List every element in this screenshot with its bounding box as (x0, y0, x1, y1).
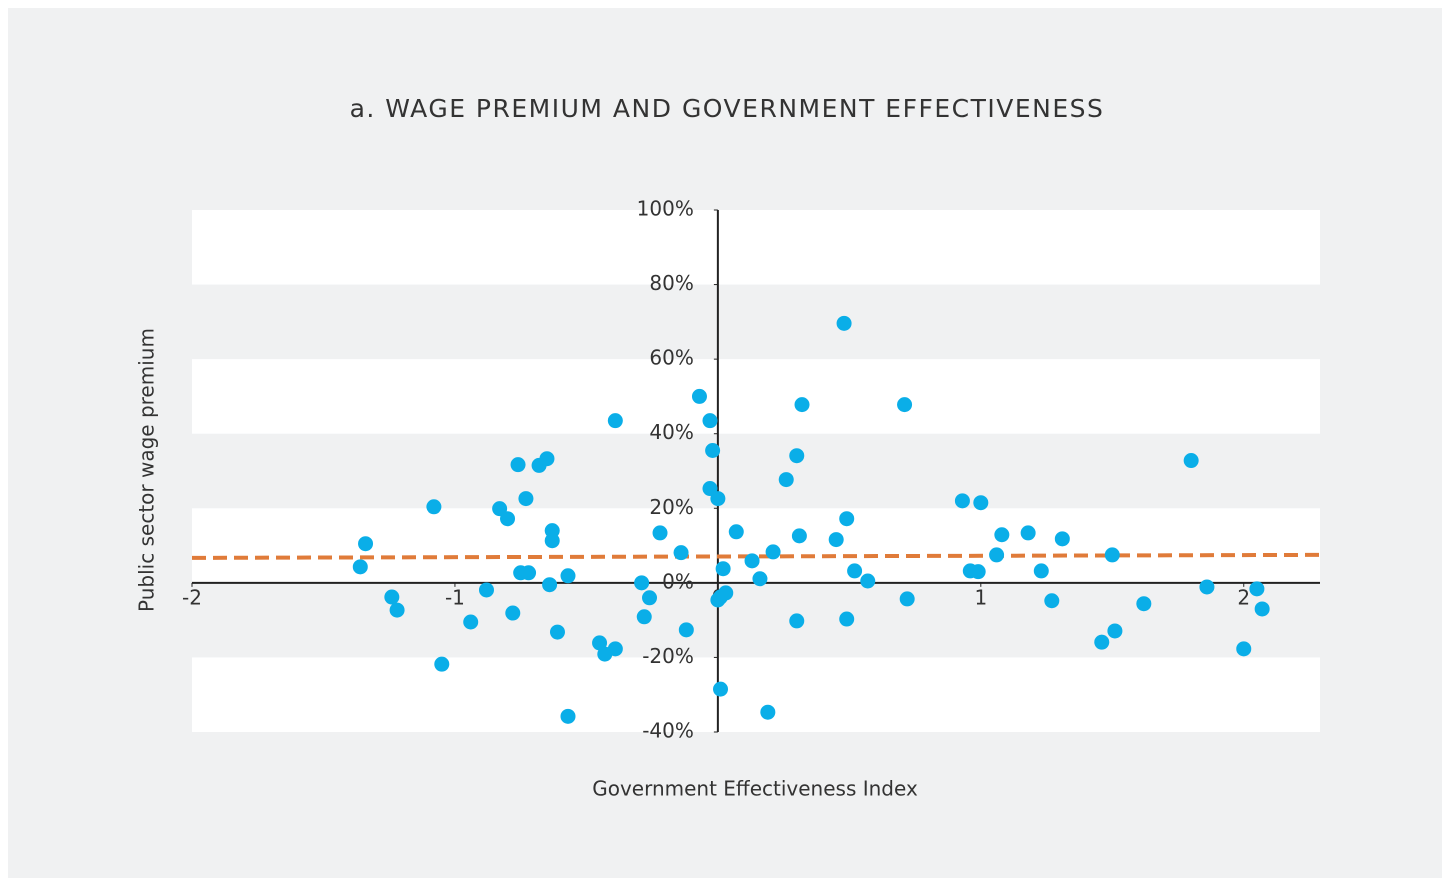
point (1249, 581, 1265, 597)
plot-area: -40%-20%0%20%40%60%80%100%-2-1012 (182, 197, 1321, 743)
point (505, 605, 521, 621)
point (500, 511, 516, 527)
point (636, 609, 652, 625)
point (352, 559, 368, 575)
point (778, 472, 794, 488)
point (839, 511, 855, 527)
point (1254, 601, 1270, 617)
point (642, 590, 658, 606)
point (673, 545, 689, 561)
x-tick-label: 2 (1237, 585, 1250, 609)
point (560, 708, 576, 724)
x-tick-label: 1 (974, 585, 987, 609)
x-tick-label: -1 (445, 585, 465, 609)
point (463, 614, 479, 630)
point (860, 573, 876, 589)
point (836, 315, 852, 331)
y-tick-label: 100% (637, 197, 694, 221)
point (728, 524, 744, 540)
point (1044, 593, 1060, 609)
point (691, 388, 707, 404)
chart-title: a. WAGE PREMIUM AND GOVERNMENT EFFECTIVE… (350, 94, 1105, 123)
grid-band (192, 210, 1320, 285)
point (1033, 563, 1049, 579)
point (1107, 623, 1123, 639)
point (828, 532, 844, 548)
point (718, 585, 734, 601)
panel (8, 8, 1442, 878)
y-tick-label: 80% (649, 271, 693, 295)
point (1054, 531, 1070, 547)
point (510, 457, 526, 473)
point (794, 397, 810, 413)
point (710, 491, 726, 507)
point (702, 481, 718, 497)
grid-band (192, 508, 1320, 583)
point (434, 656, 450, 672)
point (544, 533, 560, 549)
point (1136, 596, 1152, 612)
point (521, 565, 537, 581)
point (839, 611, 855, 627)
point (765, 544, 781, 560)
y-tick-label: 0% (662, 569, 694, 593)
x-axis-label: Government Effectiveness Index (592, 777, 918, 801)
point (592, 635, 608, 651)
point (389, 602, 405, 618)
point (1199, 579, 1215, 595)
point (549, 624, 565, 640)
y-tick-label: 60% (649, 346, 693, 370)
point (752, 571, 768, 587)
point (970, 564, 986, 580)
point (702, 413, 718, 429)
point (542, 577, 558, 593)
point (713, 681, 729, 697)
point (607, 641, 623, 657)
point (492, 501, 508, 517)
point (789, 613, 805, 629)
point (426, 499, 442, 515)
point (989, 547, 1005, 563)
point (897, 397, 913, 413)
point (1104, 547, 1120, 563)
point (607, 413, 623, 429)
point (994, 527, 1010, 543)
grid-band (192, 657, 1320, 732)
point (634, 575, 650, 591)
y-axis-label: Public sector wage premium (135, 328, 159, 612)
point (1020, 525, 1036, 541)
point (847, 563, 863, 579)
y-tick-label: -40% (642, 719, 694, 743)
point (744, 553, 760, 569)
point (518, 491, 534, 507)
point (539, 451, 555, 467)
x-tick-label: -2 (182, 585, 202, 609)
y-tick-label: -20% (642, 644, 694, 668)
y-tick-label: 40% (649, 420, 693, 444)
point (652, 525, 668, 541)
point (384, 589, 400, 605)
point (1183, 453, 1199, 469)
point (358, 536, 374, 552)
point (1094, 634, 1110, 650)
point (973, 495, 989, 511)
y-tick-label: 20% (649, 495, 693, 519)
point (678, 622, 694, 638)
point (705, 442, 721, 458)
point (789, 448, 805, 464)
point (560, 568, 576, 584)
point (791, 528, 807, 544)
point (715, 561, 731, 577)
point (478, 582, 494, 598)
grid-band (192, 359, 1320, 434)
point (760, 704, 776, 720)
point (954, 493, 970, 509)
point (899, 591, 915, 607)
point (1236, 641, 1252, 657)
